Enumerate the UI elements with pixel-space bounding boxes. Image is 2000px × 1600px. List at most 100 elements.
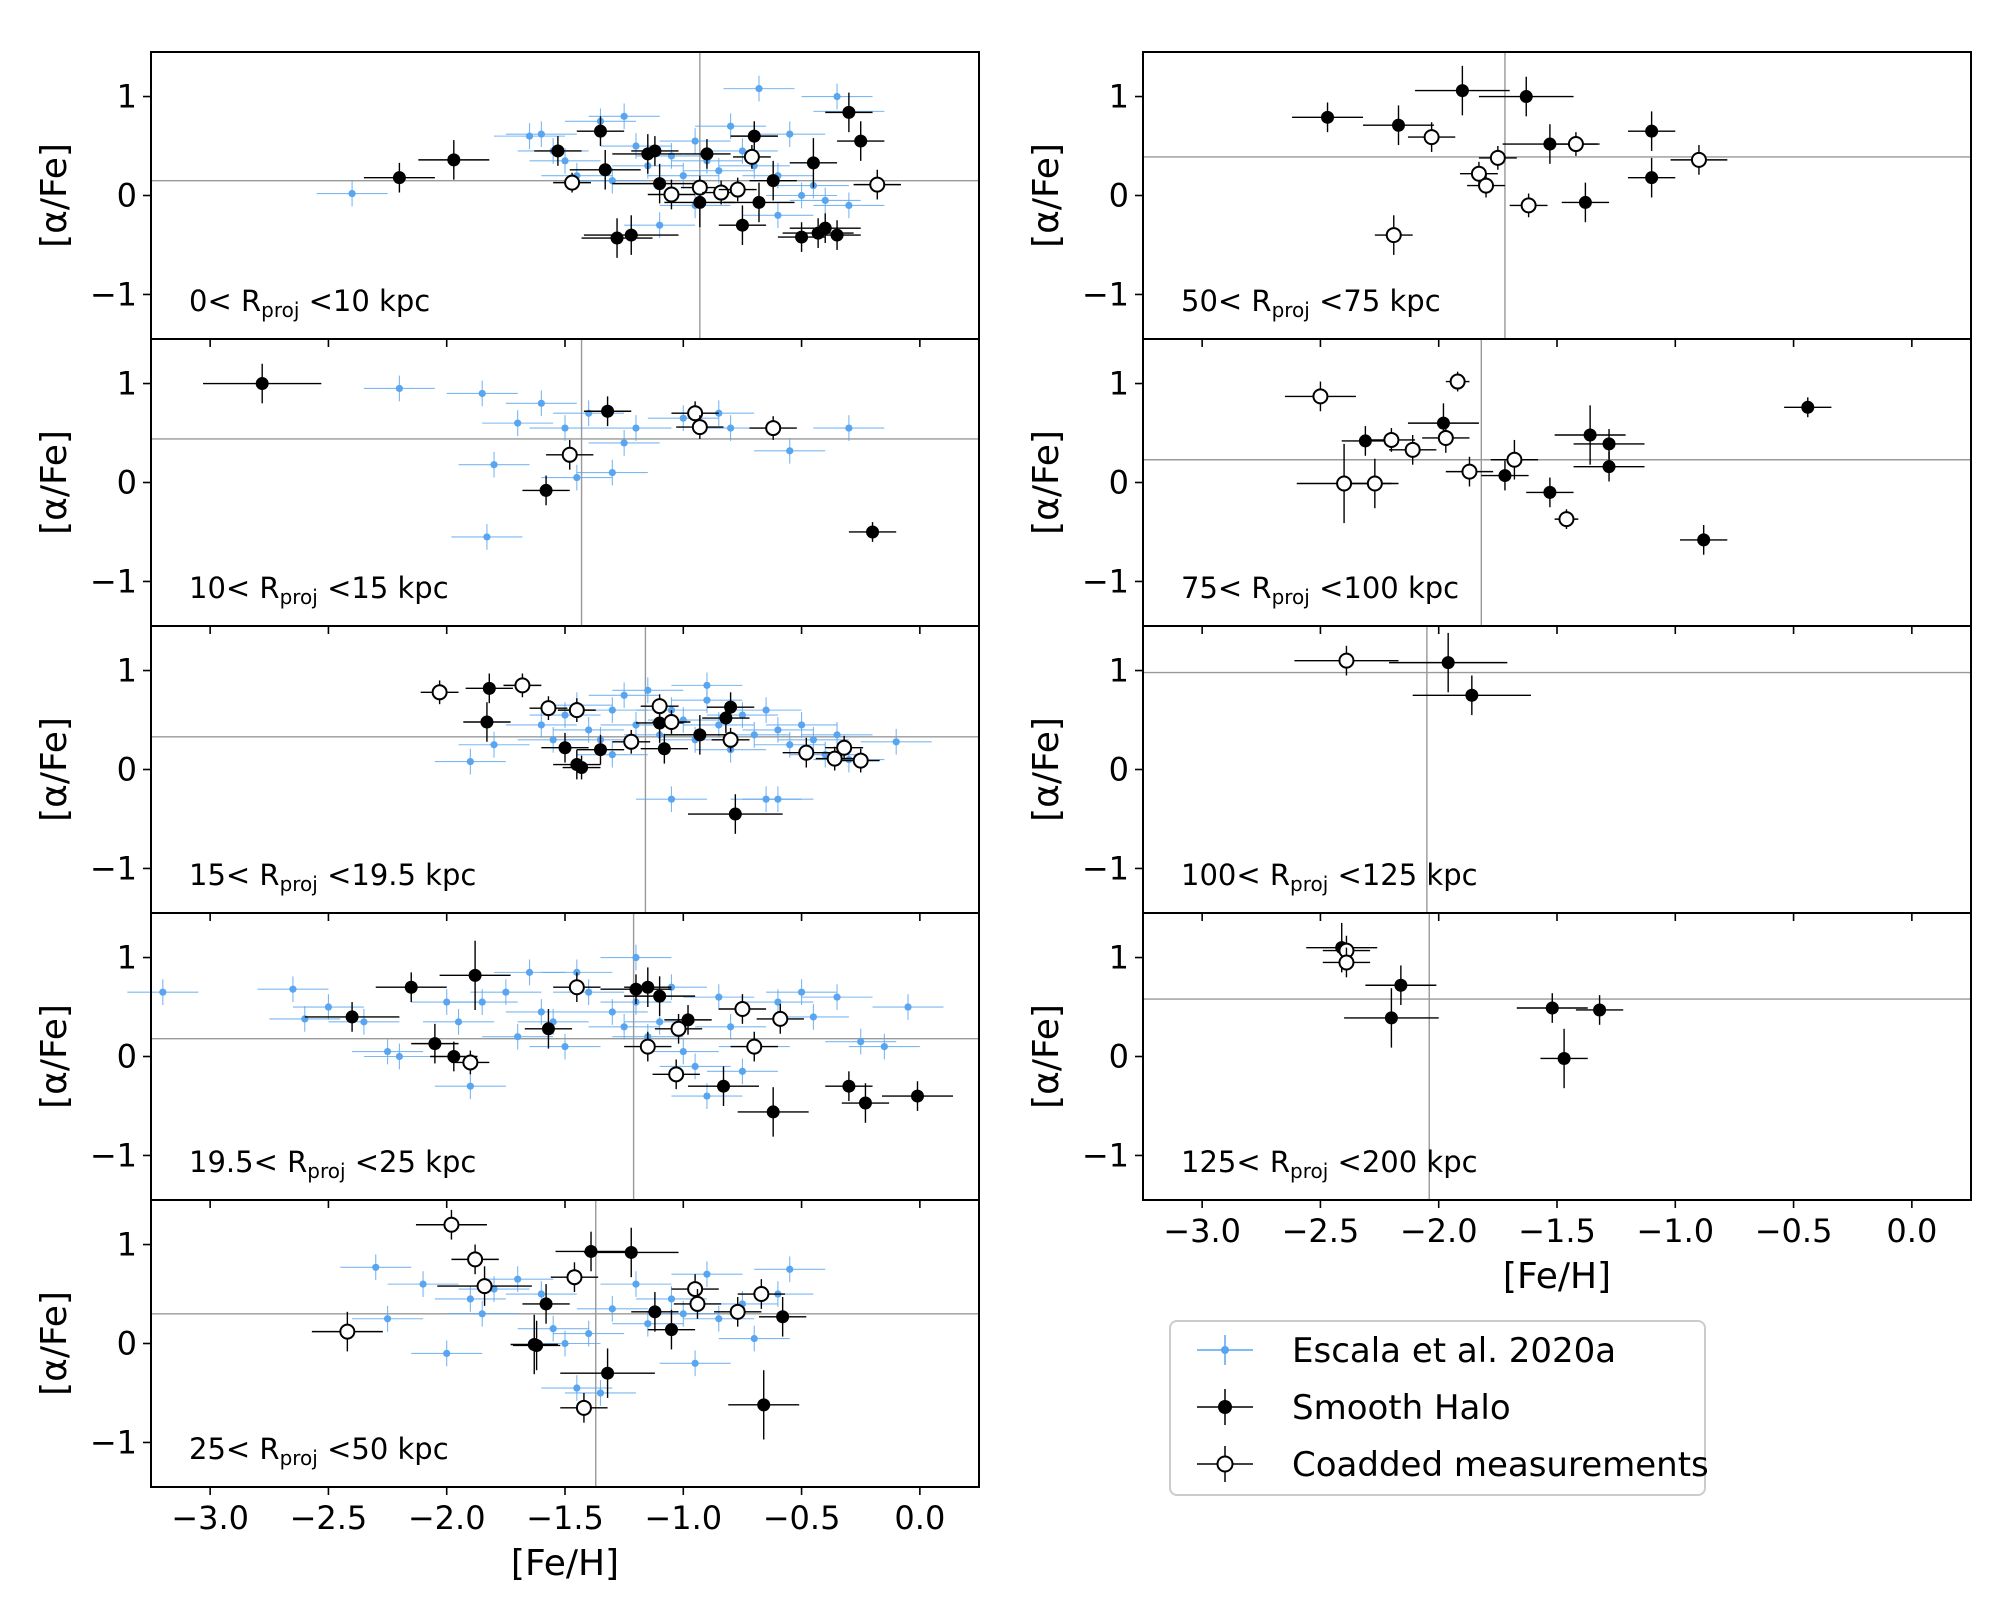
y-tick-label: −1 <box>90 1423 137 1461</box>
coadded-point <box>718 177 757 202</box>
x-tick-label: 0.0 <box>1886 1212 1937 1250</box>
y-tick-label: 1 <box>117 1226 137 1264</box>
coadded-point <box>732 145 771 169</box>
smooth-halo-point <box>1363 105 1434 146</box>
x-tick-label: −1.5 <box>526 1499 604 1537</box>
escala-point <box>505 390 577 417</box>
smooth-halo-point <box>647 1309 696 1350</box>
panel-p4: 1 0 −1 [α/Fe] 19.5< Rproj <25 kpc <box>34 912 980 1208</box>
smooth-halo-point <box>688 1066 759 1106</box>
panel-rproj-label: 15< Rproj <19.5 kpc <box>189 858 476 896</box>
smooth-halo-point <box>583 1227 679 1278</box>
y-tick-label: 0 <box>117 464 137 502</box>
escala-point <box>529 415 601 441</box>
coadded-point <box>557 698 596 722</box>
escala-point <box>576 167 648 194</box>
smooth-halo-point <box>583 396 632 427</box>
x-tick-label: −1.5 <box>1518 1212 1596 1250</box>
coadded-point <box>503 673 542 698</box>
coadded-point <box>647 179 696 210</box>
smooth-halo-point <box>522 1284 570 1324</box>
escala-point <box>529 147 601 174</box>
legend-coadded-label: Coadded measurements <box>1292 1445 1709 1485</box>
coadded-point <box>420 680 459 705</box>
smooth-halo-point <box>749 160 797 201</box>
y-tick-label: 1 <box>117 652 137 690</box>
smooth-halo-point <box>1412 675 1531 716</box>
escala-point <box>872 994 944 1020</box>
smooth-halo-point <box>723 182 795 223</box>
panel-p6: 1 0 −1 [α/Fe] 50< Rproj <75 kpc <box>1026 51 1972 347</box>
escala-point <box>600 1271 672 1297</box>
panel-p5: 1 0 −1 −3.0 −2.5 −2.0 −1.5 −1.0 −0.5 0.0 [Fe/H] [α/… <box>34 1199 980 1584</box>
coadded-point <box>714 1296 762 1327</box>
smooth-halo-point <box>1365 965 1437 1006</box>
y-axis-title: [α/Fe] <box>1026 143 1067 248</box>
smooth-halo-point <box>841 1083 890 1123</box>
coadded-point <box>1670 145 1728 175</box>
escala-point <box>482 1023 554 1050</box>
escala-point <box>730 697 802 723</box>
x-tick-label: 0.0 <box>894 1499 945 1537</box>
y-tick-label: −1 <box>1082 562 1129 600</box>
smooth-halo-point <box>882 1081 953 1111</box>
y-tick-label: 1 <box>1109 365 1129 403</box>
escala-point <box>766 979 838 1006</box>
escala-point <box>754 437 826 464</box>
coadded-point <box>1445 456 1494 487</box>
y-tick-label: 0 <box>117 1038 137 1076</box>
x-tick-label: −1.0 <box>1636 1212 1714 1250</box>
smooth-halo-point <box>541 732 589 763</box>
coadded-point <box>841 748 880 773</box>
smooth-halo-point <box>1389 632 1508 693</box>
coadded-point <box>560 1392 608 1423</box>
y-axis-title: [α/Fe] <box>34 430 75 535</box>
smooth-halo-point <box>789 213 861 244</box>
panel-rproj-label: 19.5< Rproj <25 kpc <box>189 1145 476 1183</box>
coadded-point <box>652 710 691 734</box>
smooth-halo-point <box>737 1087 809 1137</box>
smooth-halo-point <box>439 940 511 1010</box>
coadded-point <box>553 172 592 193</box>
coadded-point <box>1374 215 1413 255</box>
smooth-halo-point <box>813 220 861 250</box>
smooth-halo-point <box>465 673 513 704</box>
coadded-point <box>654 1013 703 1044</box>
escala-point <box>671 1261 743 1288</box>
coadded-point <box>749 416 797 440</box>
escala-point <box>723 75 795 102</box>
y-axis-title: [α/Fe] <box>1026 717 1067 822</box>
smooth-halo-point <box>664 715 736 755</box>
coadded-point <box>1294 645 1399 676</box>
coadded-point <box>1351 458 1399 509</box>
y-axis-title: [α/Fe] <box>1026 1004 1067 1109</box>
escala-point <box>683 984 755 1010</box>
y-axis-title: [α/Fe] <box>34 1004 75 1109</box>
y-tick-label: 0 <box>1109 177 1129 215</box>
coadded-point <box>1367 428 1416 452</box>
escala-point <box>352 1038 424 1065</box>
escala-point <box>446 380 518 407</box>
smooth-halo-point <box>1478 76 1574 117</box>
escala-point <box>340 1254 412 1281</box>
coadded-point <box>1554 509 1579 530</box>
smooth-halo-point <box>375 972 447 1003</box>
panel-rproj-label: 10< Rproj <15 kpc <box>189 571 449 609</box>
x-tick-label: −0.5 <box>763 1499 841 1537</box>
escala-point <box>588 682 660 709</box>
legend-escala-label: Escala et al. 2020a <box>1292 1331 1616 1371</box>
smooth-halo-point <box>730 121 778 151</box>
escala-point <box>742 717 814 743</box>
panels: 1 0 −1 [α/Fe] 0< Rproj <10 kpc 1 0 −1 [α/Fe] 10< … <box>34 51 1972 1584</box>
coadded-point <box>730 1031 778 1062</box>
coadded-point <box>1509 193 1548 218</box>
escala-point <box>789 187 861 214</box>
coadded-point <box>825 735 864 760</box>
smooth-halo-point <box>304 1002 400 1032</box>
y-tick-label: 1 <box>117 939 137 977</box>
smooth-halo-point <box>1516 993 1588 1023</box>
smooth-halo-point <box>688 794 783 834</box>
escala-point <box>529 702 601 728</box>
escala-point <box>541 1375 613 1401</box>
coadded-point <box>529 696 568 721</box>
